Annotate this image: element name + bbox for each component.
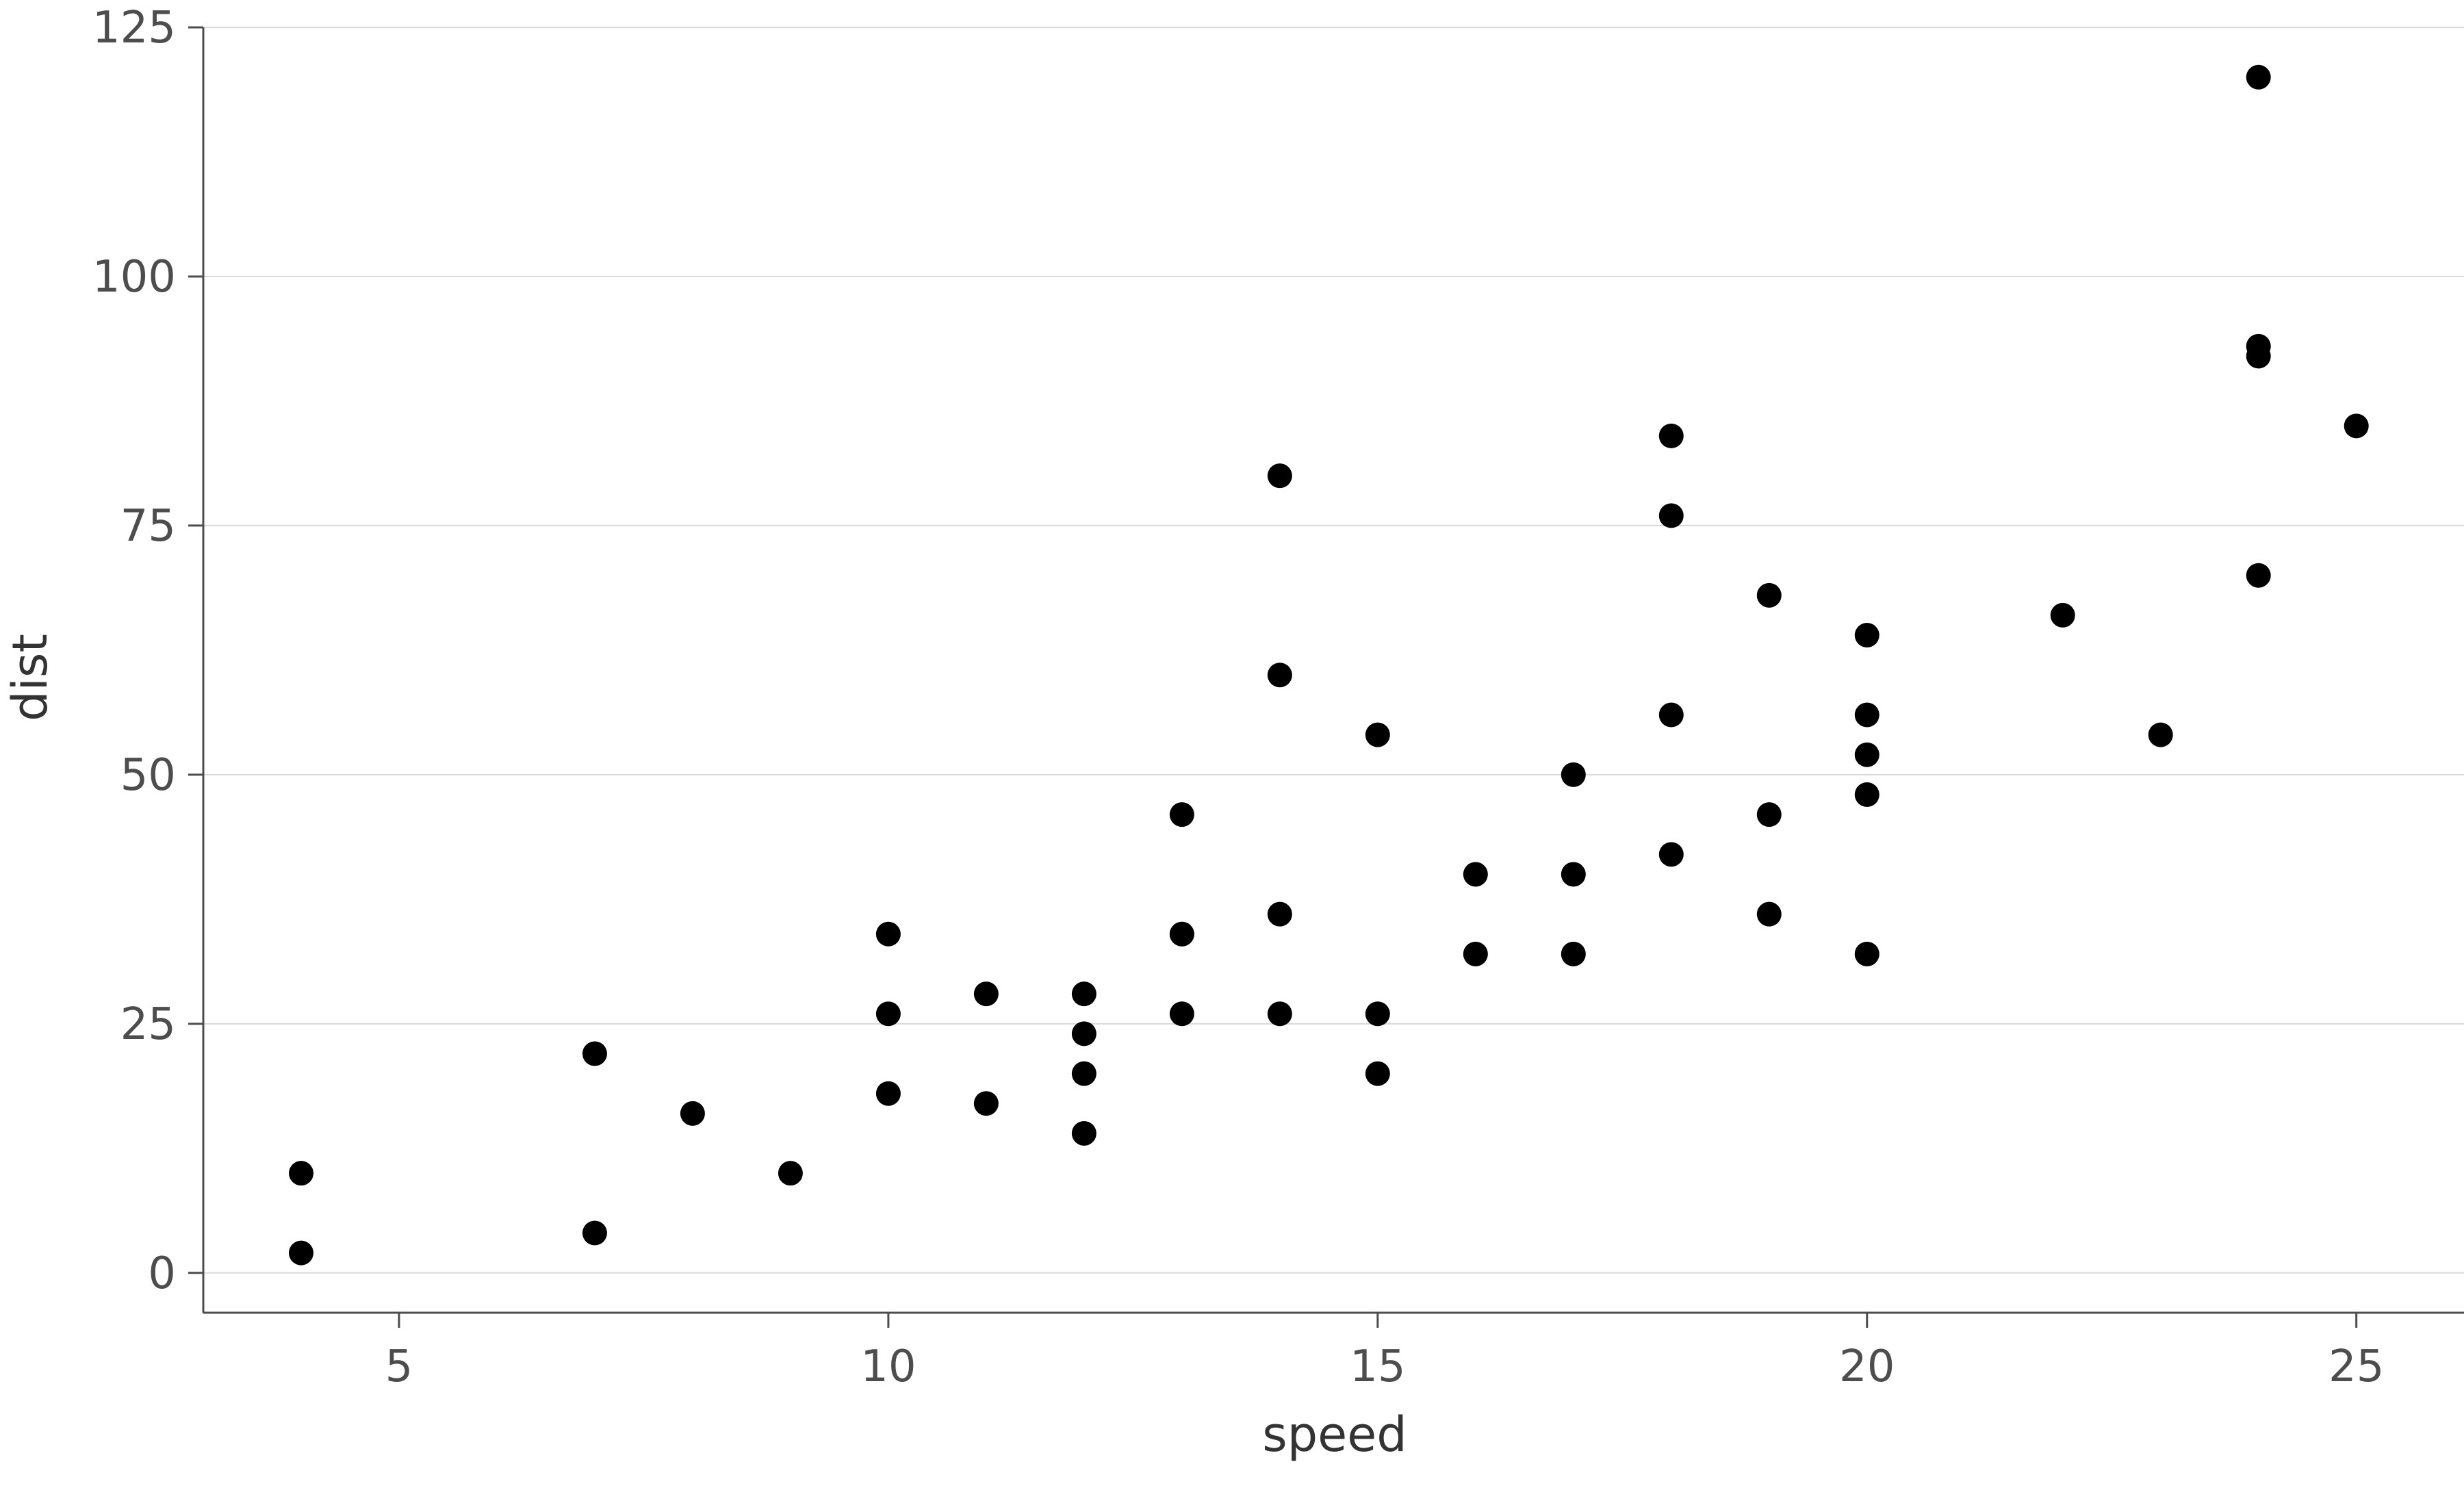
data-point	[1658, 842, 1684, 867]
data-point	[288, 1161, 313, 1186]
data-point	[875, 1081, 901, 1106]
data-point	[1365, 1061, 1390, 1086]
data-point	[1169, 1001, 1194, 1027]
data-point	[288, 1240, 313, 1266]
x-tick-label: 10	[860, 1341, 916, 1392]
y-tick-label: 0	[148, 1248, 176, 1299]
data-point	[1658, 702, 1684, 728]
axes	[188, 26, 2464, 1328]
y-tick-label: 125	[92, 3, 176, 53]
y-tick-label: 100	[92, 252, 176, 303]
data-points	[288, 64, 2369, 1266]
data-point	[973, 1091, 999, 1116]
data-point	[2050, 602, 2075, 628]
data-point	[1561, 862, 1586, 887]
data-point	[1267, 663, 1292, 688]
x-tick-label: 5	[385, 1341, 413, 1392]
data-point	[680, 1101, 705, 1126]
data-point	[1365, 1001, 1390, 1027]
data-point	[1267, 1001, 1292, 1027]
data-point	[1756, 901, 1782, 927]
data-point	[1071, 1120, 1096, 1146]
data-point	[2148, 722, 2173, 747]
data-point	[1854, 941, 1879, 966]
data-point	[1169, 802, 1194, 827]
data-point	[875, 1001, 901, 1027]
data-point	[1071, 981, 1096, 1007]
data-point	[1463, 941, 1488, 966]
x-axis-title: speed	[1262, 1406, 1407, 1463]
y-tick-label: 75	[120, 501, 176, 552]
data-point	[1854, 623, 1879, 648]
data-point	[582, 1041, 607, 1066]
y-axis-title: dist	[2, 634, 58, 721]
y-tick-label: 50	[120, 750, 176, 801]
tick-labels: 0 25 50 75 100 125 5 10 15 20 25	[92, 3, 2385, 1392]
data-point	[1561, 941, 1586, 966]
data-point	[2246, 64, 2271, 90]
data-point	[1756, 582, 1782, 608]
data-point	[1658, 503, 1684, 528]
data-point	[1267, 463, 1292, 489]
data-point	[1365, 722, 1390, 747]
data-point	[1854, 742, 1879, 767]
data-point	[875, 921, 901, 947]
data-point	[1854, 782, 1879, 807]
data-point	[973, 981, 999, 1007]
data-point	[2246, 333, 2271, 359]
x-tick-label: 25	[2328, 1341, 2384, 1392]
x-tick-label: 20	[1839, 1341, 1895, 1392]
data-point	[1463, 862, 1488, 887]
data-point	[1854, 702, 1879, 728]
data-point	[1756, 802, 1782, 827]
x-tick-label: 15	[1350, 1341, 1405, 1392]
y-tick-label: 25	[120, 999, 176, 1050]
data-point	[2246, 563, 2271, 588]
data-point	[1071, 1021, 1096, 1046]
data-point	[1267, 901, 1292, 927]
data-point	[1071, 1061, 1096, 1086]
data-point	[582, 1220, 607, 1246]
data-point	[2344, 413, 2369, 439]
data-point	[778, 1161, 803, 1186]
data-point	[1658, 423, 1684, 448]
gridlines	[203, 27, 2464, 1274]
data-point	[1169, 921, 1194, 947]
data-point	[1561, 762, 1586, 787]
